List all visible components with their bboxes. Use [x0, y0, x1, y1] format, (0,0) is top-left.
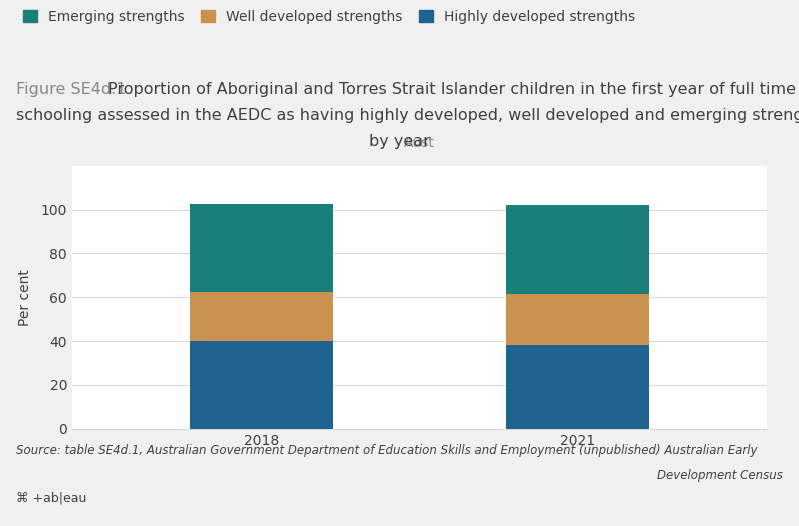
Legend: Emerging strengths, Well developed strengths, Highly developed strengths: Emerging strengths, Well developed stren…	[23, 9, 635, 24]
Bar	[190, 205, 332, 292]
Y-axis label: Per cent: Per cent	[18, 269, 32, 326]
Text: Source: table SE4d.1, Australian Government Department of Education Skills and E: Source: table SE4d.1, Australian Governm…	[16, 444, 757, 458]
Text: Development Census: Development Census	[657, 469, 783, 482]
Text: schooling assessed in the AEDC as having highly developed, well developed and em: schooling assessed in the AEDC as having…	[16, 108, 799, 123]
Text: by year: by year	[369, 134, 430, 149]
Text: Aust: Aust	[404, 136, 435, 150]
Bar	[190, 292, 332, 341]
Bar	[507, 294, 649, 345]
Bar	[507, 345, 649, 429]
Bar	[190, 341, 332, 429]
Text: ⌘ +ab|eau: ⌘ +ab|eau	[16, 492, 86, 505]
Text: Figure SE4d.1: Figure SE4d.1	[16, 82, 137, 97]
Bar	[507, 205, 649, 294]
Text: Proportion of Aboriginal and Torres Strait Islander children in the first year o: Proportion of Aboriginal and Torres Stra…	[108, 82, 796, 97]
